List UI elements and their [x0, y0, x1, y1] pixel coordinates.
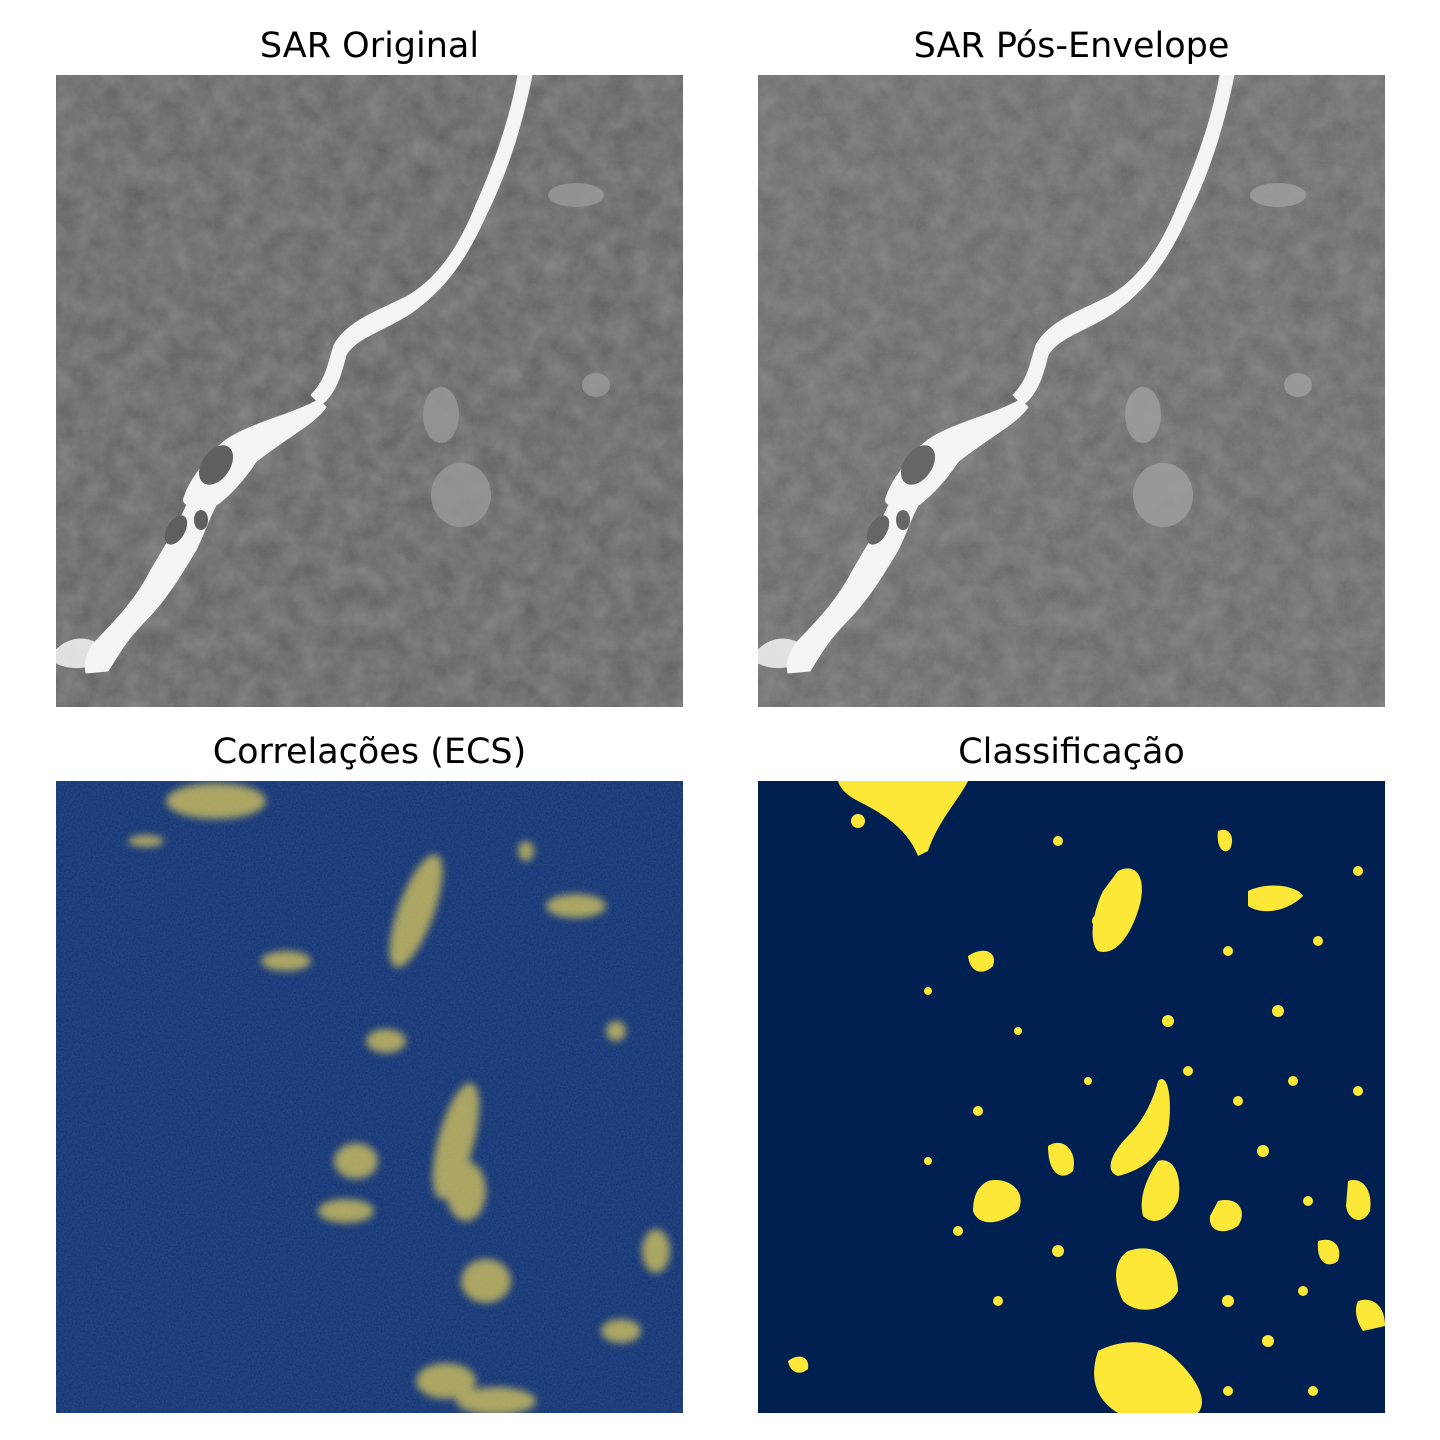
panel-title-sar-post-envelope: SAR Pós-Envelope: [913, 26, 1230, 66]
classification-map: [758, 781, 1385, 1413]
sar-original-image: [56, 75, 683, 707]
sar-original-svg: [56, 75, 683, 707]
classification-svg: [758, 781, 1385, 1413]
bright-patches: [423, 183, 610, 527]
panel-title-sar-original: SAR Original: [259, 26, 480, 66]
panel-title-correlations-ecs: Correlações (ECS): [212, 732, 527, 772]
river-branch-right: [211, 422, 276, 505]
class-background: [758, 781, 1385, 1413]
panel-title-classification: Classificação: [958, 732, 1185, 772]
ecs-noise: [56, 781, 683, 1413]
sar-post-envelope-image: [758, 75, 1385, 707]
river-islands: [164, 445, 234, 545]
class-highlight-areas: [788, 781, 1385, 1413]
river-mouth: [56, 638, 97, 669]
bright-patches: [1125, 183, 1312, 527]
river-mouth: [758, 638, 799, 669]
river-islands: [866, 445, 936, 545]
river-branch-right: [913, 422, 978, 505]
sar-post-envelope-svg: [758, 75, 1385, 707]
ecs-highlight-areas: [128, 783, 670, 1413]
ecs-correlation-svg: [56, 781, 683, 1413]
ecs-correlation-map: [56, 781, 683, 1413]
river: [56, 75, 533, 674]
